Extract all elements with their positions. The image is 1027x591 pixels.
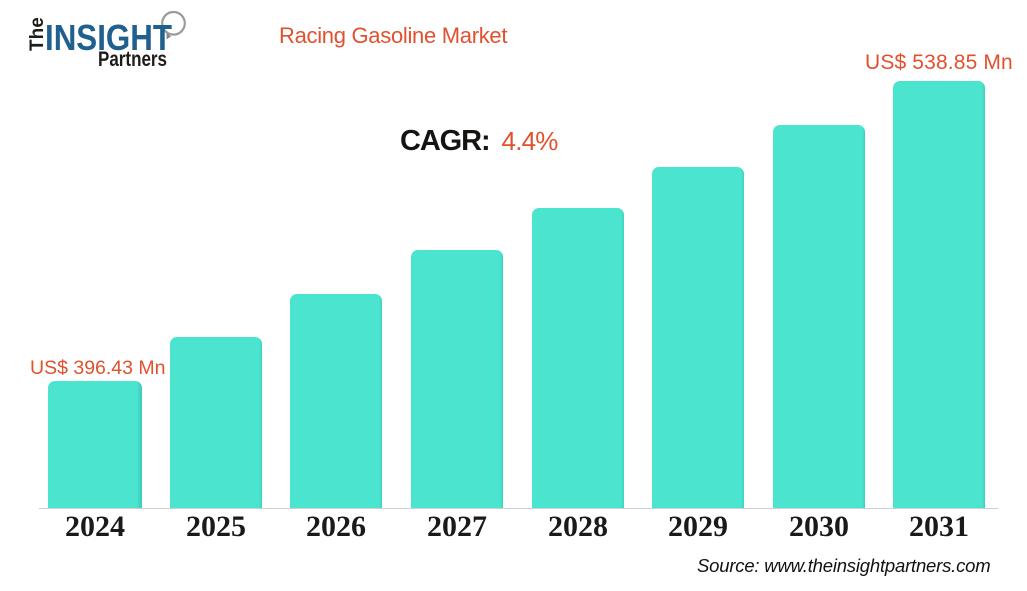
svg-text:Partners: Partners	[98, 48, 167, 71]
svg-text:The: The	[27, 17, 48, 51]
svg-text:INSIGHT: INSIGHT	[45, 17, 172, 58]
